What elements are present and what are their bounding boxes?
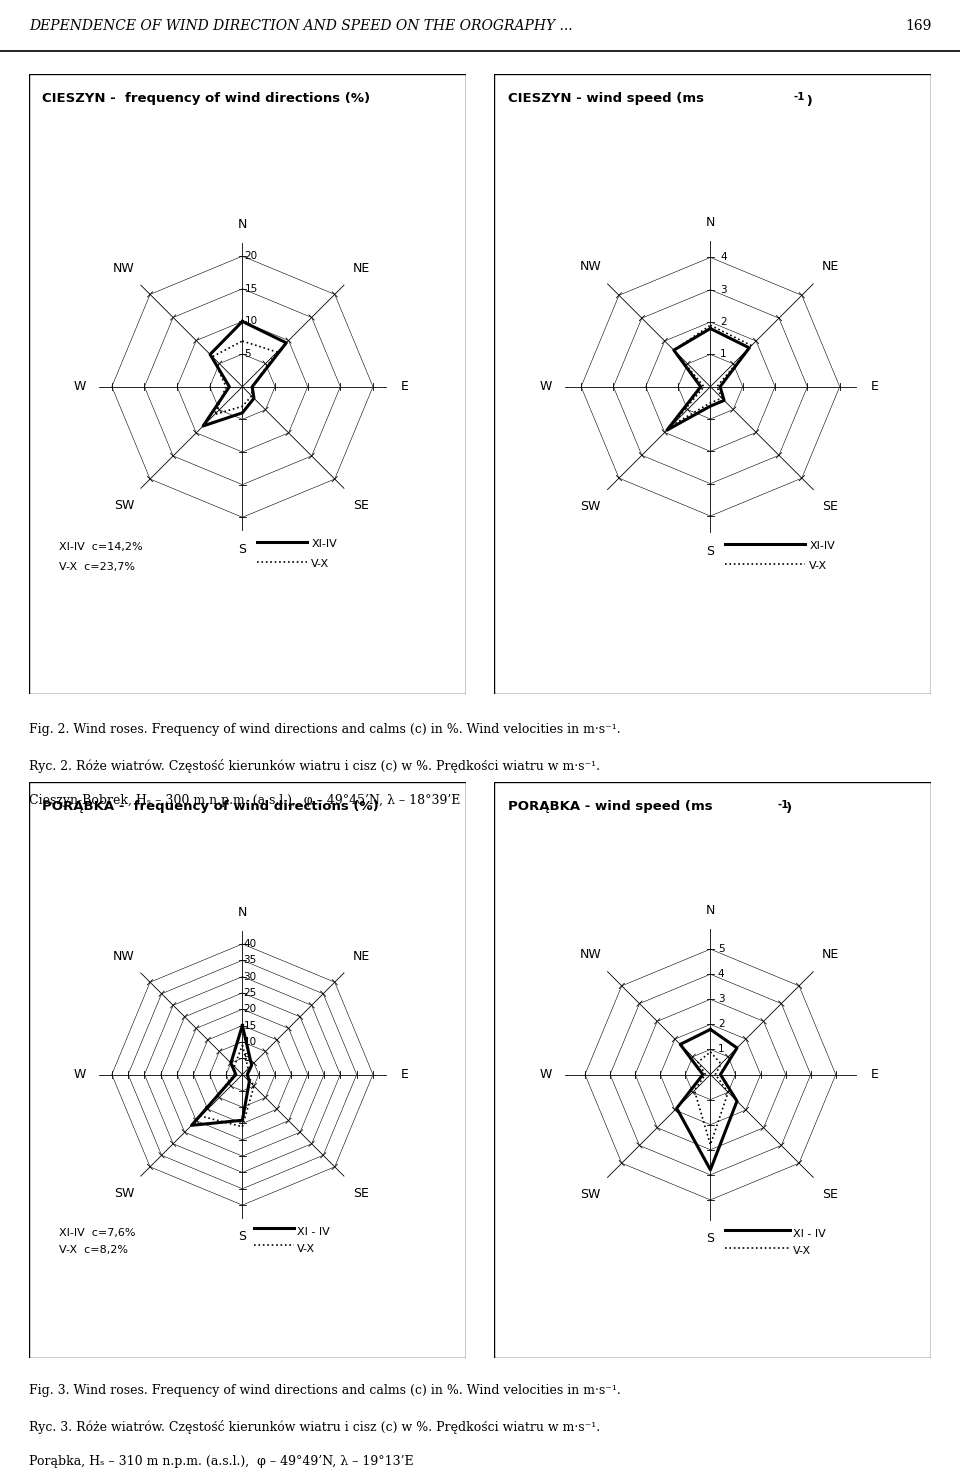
Text: SW: SW bbox=[580, 500, 601, 514]
Text: NW: NW bbox=[580, 260, 601, 273]
Text: SE: SE bbox=[823, 500, 838, 514]
Text: N: N bbox=[706, 215, 715, 229]
Text: 5: 5 bbox=[718, 945, 725, 953]
FancyBboxPatch shape bbox=[494, 74, 931, 694]
Text: 1: 1 bbox=[718, 1045, 725, 1054]
Text: 20: 20 bbox=[245, 251, 257, 261]
Text: NW: NW bbox=[113, 949, 134, 962]
Text: Fig. 3. Wind roses. Frequency of wind directions and calms (c) in %. Wind veloci: Fig. 3. Wind roses. Frequency of wind di… bbox=[29, 1384, 620, 1398]
Text: E: E bbox=[871, 381, 878, 393]
Text: W: W bbox=[74, 1069, 86, 1080]
Text: S: S bbox=[238, 543, 247, 555]
Text: V-X: V-X bbox=[793, 1246, 811, 1256]
Text: V-X  c=23,7%: V-X c=23,7% bbox=[59, 562, 134, 571]
FancyBboxPatch shape bbox=[29, 782, 466, 1358]
Text: S: S bbox=[707, 545, 714, 558]
Text: Ryc. 3. Róże wiatrów. Częstość kierunków wiatru i cisz (c) w %. Prędkości wiatru: Ryc. 3. Róże wiatrów. Częstość kierunków… bbox=[29, 1420, 600, 1433]
Text: NE: NE bbox=[352, 261, 370, 275]
Text: V-X: V-X bbox=[297, 1244, 315, 1255]
Text: -1: -1 bbox=[778, 800, 789, 809]
Text: 15: 15 bbox=[245, 283, 257, 294]
FancyBboxPatch shape bbox=[29, 74, 466, 694]
Text: SE: SE bbox=[353, 499, 369, 512]
Text: PORĄBKA -  frequency of wind directions (%): PORĄBKA - frequency of wind directions (… bbox=[42, 800, 378, 813]
Text: 5: 5 bbox=[245, 348, 251, 359]
Text: XI - IV: XI - IV bbox=[793, 1228, 826, 1238]
Text: 4: 4 bbox=[718, 970, 725, 979]
FancyBboxPatch shape bbox=[494, 782, 931, 1358]
Text: S: S bbox=[238, 1231, 247, 1243]
Text: 10: 10 bbox=[245, 316, 257, 326]
Text: 10: 10 bbox=[244, 1036, 256, 1046]
Text: Fig. 2. Wind roses. Frequency of wind directions and calms (c) in %. Wind veloci: Fig. 2. Wind roses. Frequency of wind di… bbox=[29, 723, 620, 737]
Text: NE: NE bbox=[822, 948, 839, 961]
Text: SW: SW bbox=[580, 1188, 601, 1201]
Text: S: S bbox=[707, 1232, 714, 1246]
Text: SW: SW bbox=[113, 1187, 134, 1200]
Text: E: E bbox=[400, 1069, 409, 1080]
Text: N: N bbox=[706, 903, 715, 917]
Text: V-X  c=8,2%: V-X c=8,2% bbox=[59, 1246, 128, 1256]
Text: SW: SW bbox=[113, 499, 134, 512]
Text: 4: 4 bbox=[720, 252, 727, 263]
Text: SE: SE bbox=[823, 1188, 838, 1201]
Text: NE: NE bbox=[822, 260, 839, 273]
Text: CIESZYN - wind speed (ms: CIESZYN - wind speed (ms bbox=[508, 93, 704, 105]
Text: Cieszyn-Bobrek, Hₛ – 300 m n.p.m. (a.s.l.),  φ – 49°45’N, λ – 18°39’E: Cieszyn-Bobrek, Hₛ – 300 m n.p.m. (a.s.l… bbox=[29, 794, 460, 807]
Text: Porąbka, Hₛ – 310 m n.p.m. (a.s.l.),  φ – 49°49’N, λ – 19°13’E: Porąbka, Hₛ – 310 m n.p.m. (a.s.l.), φ –… bbox=[29, 1455, 414, 1469]
Text: NW: NW bbox=[580, 948, 601, 961]
Text: 3: 3 bbox=[720, 285, 727, 295]
Text: 3: 3 bbox=[718, 995, 725, 1004]
Text: V-X: V-X bbox=[809, 561, 828, 571]
Text: W: W bbox=[540, 1069, 552, 1080]
Text: W: W bbox=[74, 381, 86, 393]
Text: 2: 2 bbox=[718, 1020, 725, 1029]
Text: DEPENDENCE OF WIND DIRECTION AND SPEED ON THE OROGRAPHY ...: DEPENDENCE OF WIND DIRECTION AND SPEED O… bbox=[29, 19, 572, 32]
Text: N: N bbox=[238, 906, 247, 918]
Text: NW: NW bbox=[113, 261, 134, 275]
Text: 30: 30 bbox=[244, 971, 256, 982]
Text: SE: SE bbox=[353, 1187, 369, 1200]
Text: XI - IV: XI - IV bbox=[297, 1227, 329, 1237]
Text: NE: NE bbox=[352, 949, 370, 962]
Text: PORĄBKA - wind speed (ms: PORĄBKA - wind speed (ms bbox=[508, 800, 712, 813]
Text: 5: 5 bbox=[244, 1054, 250, 1063]
Text: V-X: V-X bbox=[311, 559, 329, 570]
Text: CIESZYN -  frequency of wind directions (%): CIESZYN - frequency of wind directions (… bbox=[42, 93, 370, 105]
Text: E: E bbox=[400, 381, 409, 393]
Text: 15: 15 bbox=[244, 1020, 256, 1030]
Text: 35: 35 bbox=[244, 955, 256, 965]
Text: XI-IV  c=14,2%: XI-IV c=14,2% bbox=[59, 542, 142, 552]
Text: E: E bbox=[871, 1069, 878, 1080]
Text: 40: 40 bbox=[244, 939, 256, 949]
Text: W: W bbox=[540, 381, 552, 393]
Text: Ryc. 2. Róże wiatrów. Częstość kierunków wiatru i cisz (c) w %. Prędkości wiatru: Ryc. 2. Róże wiatrów. Częstość kierunków… bbox=[29, 759, 600, 772]
Text: XI-IV: XI-IV bbox=[809, 540, 835, 551]
Text: 25: 25 bbox=[244, 987, 256, 998]
Text: -1: -1 bbox=[794, 93, 805, 102]
Text: ): ) bbox=[803, 96, 813, 109]
Text: XI-IV: XI-IV bbox=[311, 539, 337, 549]
Text: ): ) bbox=[786, 803, 792, 815]
Text: 169: 169 bbox=[905, 19, 931, 32]
Text: 20: 20 bbox=[244, 1004, 256, 1014]
Text: 2: 2 bbox=[720, 317, 727, 328]
Text: 1: 1 bbox=[720, 350, 727, 359]
Text: N: N bbox=[238, 218, 247, 230]
Text: XI-IV  c=7,6%: XI-IV c=7,6% bbox=[59, 1228, 135, 1238]
